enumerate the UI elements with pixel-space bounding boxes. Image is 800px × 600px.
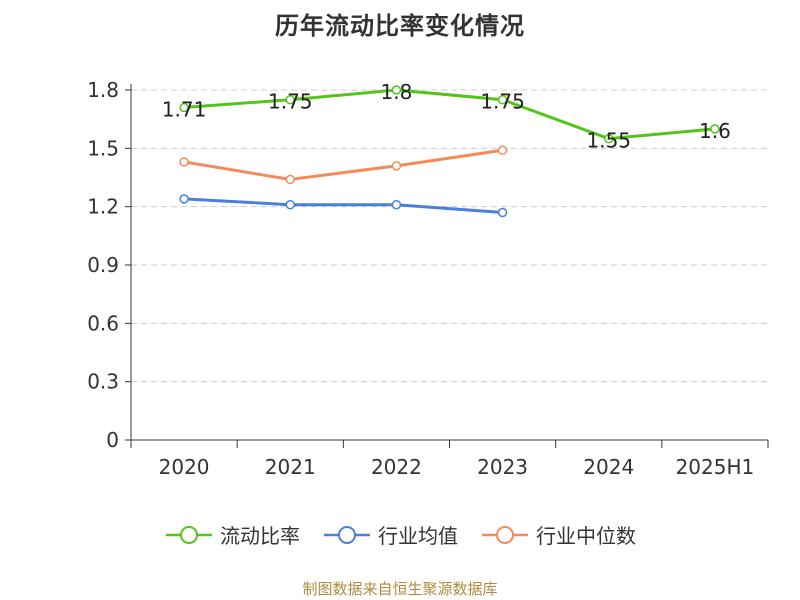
- y-tick-label: 1.5: [87, 136, 119, 160]
- data-label: 1.75: [268, 90, 313, 114]
- chart-legend: 流动比率 行业均值 行业中位数: [0, 520, 800, 549]
- series-2-line: [183, 148, 503, 181]
- series-1-point: [285, 199, 295, 210]
- legend-item[interactable]: 行业中位数: [480, 520, 636, 549]
- x-tick-label: 2021: [265, 455, 316, 479]
- data-label: 1.71: [162, 98, 207, 122]
- series-0-point: [285, 94, 295, 105]
- legend-marker-icon: [166, 525, 212, 544]
- series-1-line: [184, 197, 503, 214]
- legend-label: 流动比率: [220, 524, 300, 548]
- y-tick-label: 1.8: [87, 78, 119, 102]
- y-tick-label: 1.2: [87, 195, 119, 219]
- x-tick-label: 2020: [159, 455, 210, 479]
- legend-label: 行业均值: [378, 524, 458, 548]
- series-2-point: [391, 161, 402, 171]
- data-label: 1.75: [480, 90, 525, 114]
- y-tick-label: 0.3: [87, 370, 119, 394]
- series-1-point: [179, 194, 189, 204]
- data-label: 1.55: [586, 129, 631, 153]
- legend-item[interactable]: 行业均值: [322, 520, 458, 549]
- data-label: 1.6: [699, 119, 731, 143]
- data-label: 1.8: [381, 80, 413, 104]
- legend-item[interactable]: 流动比率: [164, 520, 300, 549]
- x-tick-label: 2024: [583, 455, 634, 479]
- series-1-point: [391, 199, 402, 210]
- series-1-point: [497, 207, 508, 218]
- series-2-point: [179, 157, 189, 167]
- legend-label: 行业中位数: [536, 524, 636, 548]
- source-note: 制图数据来自恒生聚源数据库: [302, 580, 498, 598]
- series-0-point: [179, 102, 189, 113]
- series-2-point: [285, 174, 295, 185]
- series-2-point: [497, 145, 508, 156]
- series-0-point: [710, 124, 720, 134]
- legend-marker-icon: [324, 525, 370, 544]
- x-tick-label: 2023: [477, 455, 528, 479]
- y-tick-label: 0.6: [87, 311, 119, 335]
- series-0-point: [604, 133, 614, 144]
- legend-marker-icon: [482, 525, 528, 544]
- series-0-point: [497, 94, 508, 105]
- y-tick-label: 0.9: [87, 253, 119, 277]
- y-tick-label: 0: [106, 428, 119, 452]
- series-0-point: [391, 85, 402, 95]
- chart-title: 历年流动比率变化情况: [275, 12, 525, 40]
- x-tick-label: 2022: [371, 455, 422, 479]
- x-tick-label: 2025H1: [676, 455, 755, 479]
- series-0-line: [183, 88, 716, 141]
